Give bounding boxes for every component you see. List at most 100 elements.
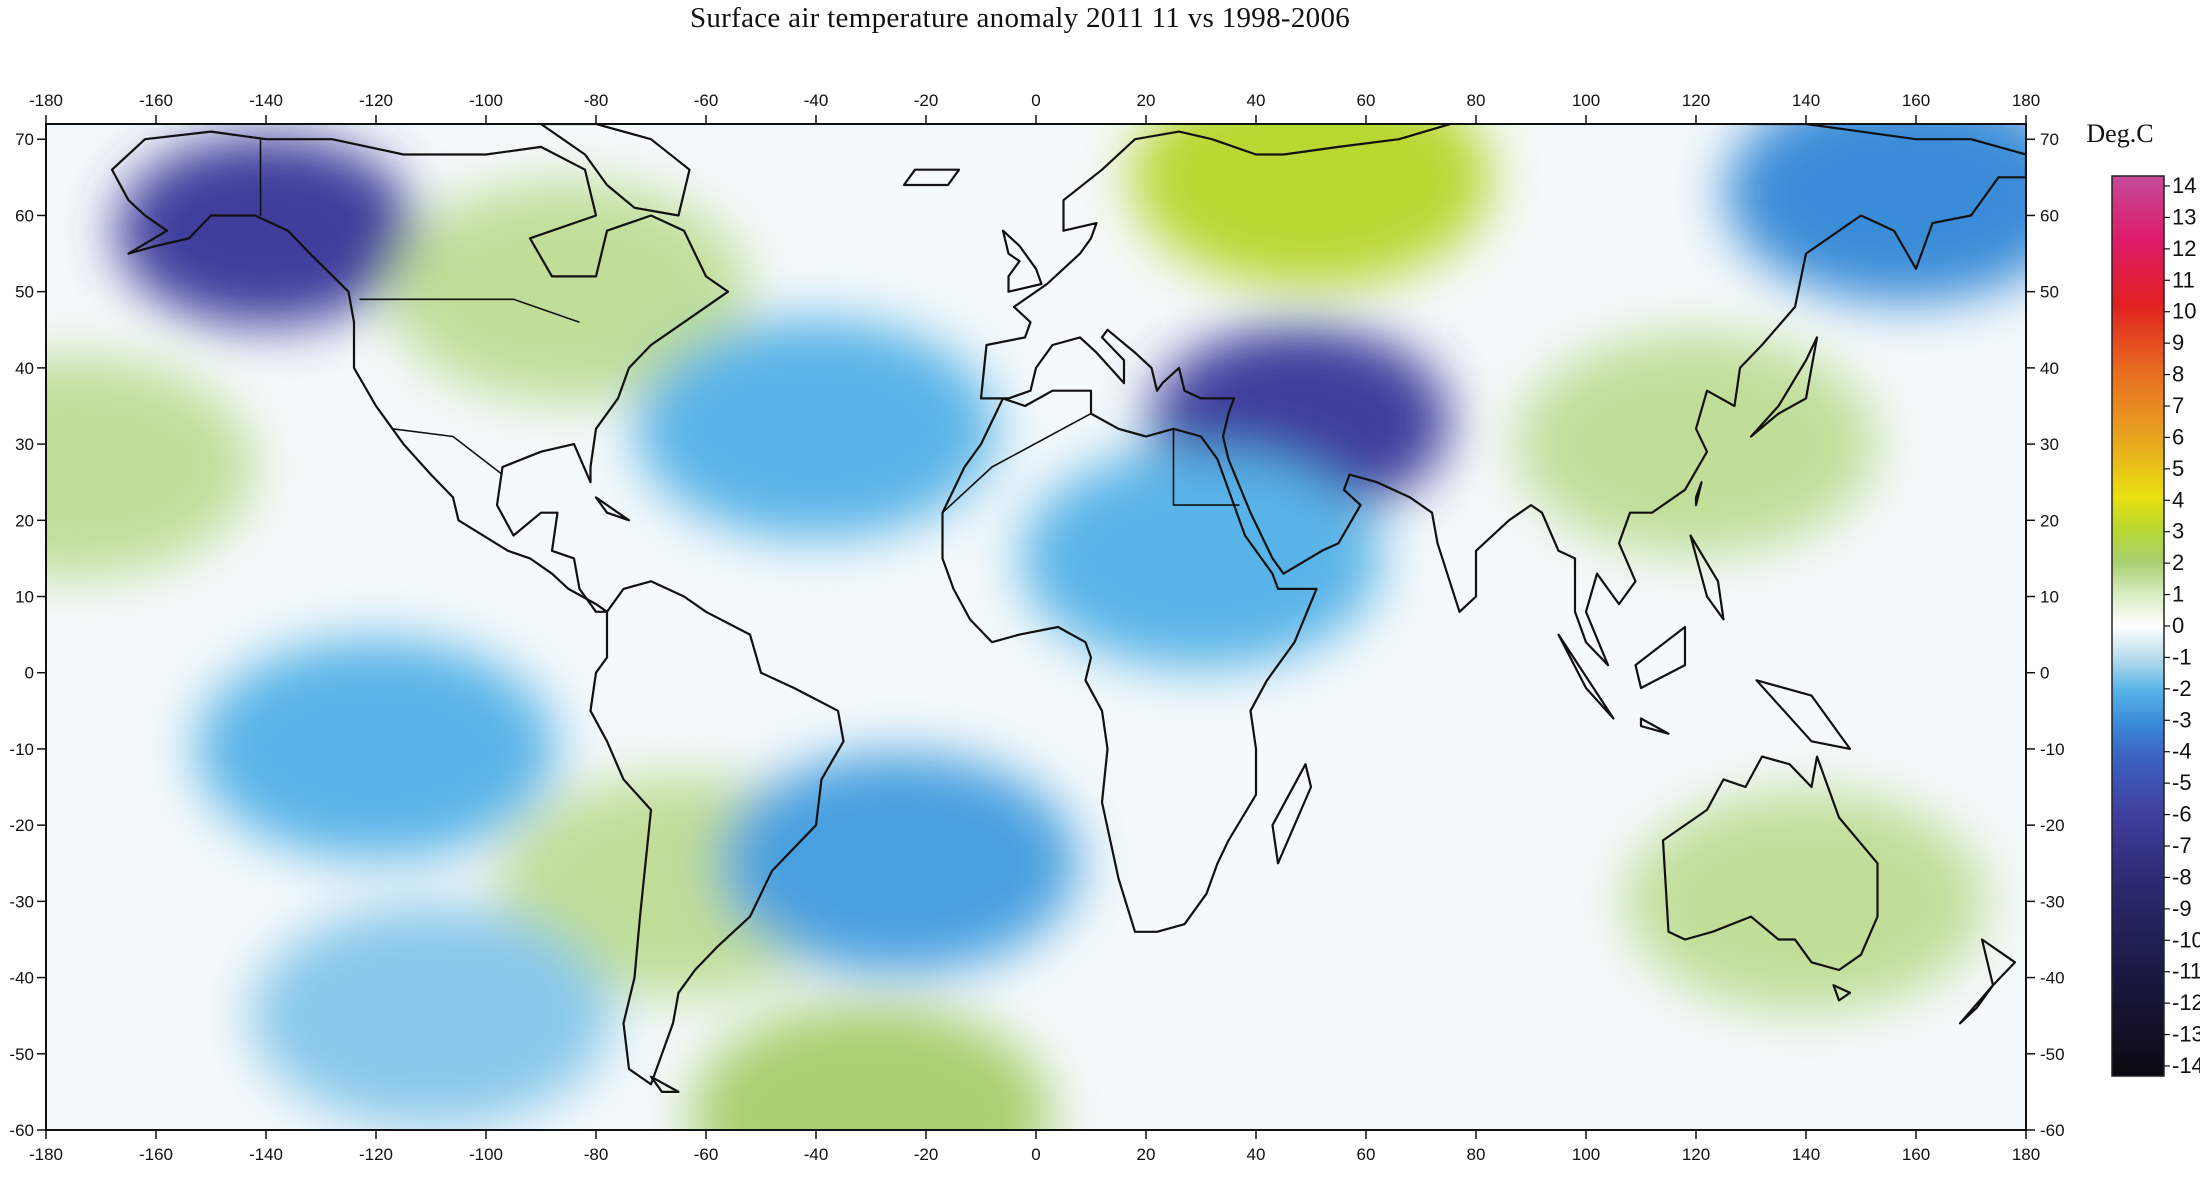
anomaly-region (1725, 124, 2026, 303)
coastline (1832, 984, 1852, 1002)
lat-label-left: -10 (9, 740, 34, 759)
colorbar-label: -1 (2172, 644, 2192, 669)
coastline (1755, 679, 1852, 750)
colorbar-label: -12 (2172, 990, 2200, 1015)
colorbar-label: -3 (2172, 707, 2192, 732)
anomaly-region (1131, 124, 1491, 288)
colorbar-label: 5 (2172, 456, 2184, 481)
coastline (1634, 625, 1687, 690)
lon-label-bottom: 60 (1357, 1145, 1376, 1164)
lon-label-bottom: -120 (359, 1145, 393, 1164)
colorbar-label: -10 (2172, 927, 2200, 952)
lat-label-left: 10 (15, 588, 34, 607)
coastline (979, 124, 2026, 667)
colorbar-label: -4 (2172, 739, 2192, 764)
colorbar-label: 1 (2172, 582, 2184, 607)
lon-label-top: -60 (694, 91, 719, 110)
lat-label-right: -10 (2040, 740, 2065, 759)
colorbar-label: -8 (2172, 864, 2192, 889)
lat-label-right: 30 (2040, 435, 2059, 454)
lon-label-bottom: -40 (804, 1145, 829, 1164)
anomaly-region (388, 181, 749, 402)
colorbar-label: -2 (2172, 676, 2192, 701)
chart-title: Surface air temperature anomaly 2011 11 … (689, 2, 1351, 34)
colorbar-label: 4 (2172, 487, 2184, 512)
lon-label-top: -20 (914, 91, 939, 110)
lon-label-top: 80 (1467, 91, 1486, 110)
coastline (1958, 984, 1995, 1025)
lon-label-bottom: -80 (584, 1145, 609, 1164)
lon-label-top: -140 (249, 91, 283, 110)
colorbar-label: -9 (2172, 896, 2192, 921)
lon-label-bottom: -160 (139, 1145, 173, 1164)
lat-label-right: -60 (2040, 1121, 2065, 1140)
coastline (1689, 534, 1725, 621)
coastline (1639, 717, 1670, 735)
lon-label-bottom: 80 (1467, 1145, 1486, 1164)
lon-label-bottom: -60 (694, 1145, 719, 1164)
colorbar-label: 2 (2172, 550, 2184, 575)
anomaly-region (691, 1004, 1051, 1130)
lon-label-top: -120 (359, 91, 393, 110)
anomaly-region (636, 318, 996, 539)
colorbar-label: 10 (2172, 299, 2196, 324)
anomaly-region (251, 905, 611, 1126)
lat-label-left: 20 (15, 511, 34, 530)
anomaly-region (46, 356, 254, 577)
colorbar-label: -13 (2172, 1022, 2200, 1047)
lon-label-bottom: 0 (1031, 1145, 1040, 1164)
lon-label-bottom: -20 (914, 1145, 939, 1164)
colorbar-label: 7 (2172, 393, 2184, 418)
lon-label-bottom: 100 (1572, 1145, 1600, 1164)
lon-label-top: 60 (1357, 91, 1376, 110)
lon-label-top: 20 (1137, 91, 1156, 110)
lon-label-top: 100 (1572, 91, 1600, 110)
border-line (359, 298, 580, 323)
lon-label-top: 180 (2012, 91, 2040, 110)
lat-label-right: -30 (2040, 892, 2065, 911)
coastline (589, 580, 845, 1086)
border-line (941, 412, 1092, 514)
coastline (649, 1075, 680, 1093)
lat-label-right: 70 (2040, 130, 2059, 149)
lon-label-bottom: 180 (2012, 1145, 2040, 1164)
coastline (1661, 755, 1879, 972)
lon-label-bottom: 120 (1682, 1145, 1710, 1164)
lon-label-top: 160 (1902, 91, 1930, 110)
lat-label-right: 10 (2040, 588, 2059, 607)
lat-label-left: 40 (15, 359, 34, 378)
lon-label-bottom: -100 (469, 1145, 503, 1164)
anomaly-field (46, 124, 2026, 1130)
anomaly-region (116, 135, 416, 326)
lon-label-top: -40 (804, 91, 829, 110)
border-line (1172, 428, 1240, 506)
lon-label-top: -160 (139, 91, 173, 110)
lat-label-left: 50 (15, 283, 34, 302)
lon-label-bottom: 160 (1902, 1145, 1930, 1164)
lat-label-right: 20 (2040, 511, 2059, 530)
lat-label-left: -50 (9, 1045, 34, 1064)
lat-label-left: -20 (9, 816, 34, 835)
colorbar-label: -14 (2172, 1053, 2200, 1078)
lat-label-right: 60 (2040, 206, 2059, 225)
colorbar-unit: Deg.C (2086, 119, 2153, 148)
lon-label-top: 140 (1792, 91, 1820, 110)
lon-label-bottom: 20 (1137, 1145, 1156, 1164)
lon-label-top: -100 (469, 91, 503, 110)
anomaly-region (1516, 334, 1876, 555)
colorbar-label: 0 (2172, 613, 2184, 638)
lat-label-right: -50 (2040, 1045, 2065, 1064)
lat-label-right: -20 (2040, 816, 2065, 835)
colorbar: Deg.C 14131211109876543210-1-2-3-4-5-6-7… (2086, 119, 2200, 1078)
lat-label-left: -60 (9, 1121, 34, 1140)
colorbar-label: 14 (2172, 173, 2196, 198)
lon-label-bottom: 140 (1792, 1145, 1820, 1164)
lon-label-bottom: -180 (29, 1145, 63, 1164)
coastline (110, 130, 730, 613)
colorbar-label: 13 (2172, 204, 2196, 229)
colorbar-label: -5 (2172, 770, 2192, 795)
lon-label-top: -80 (584, 91, 609, 110)
colorbar-label: -6 (2172, 802, 2192, 827)
lat-label-right: 50 (2040, 283, 2059, 302)
